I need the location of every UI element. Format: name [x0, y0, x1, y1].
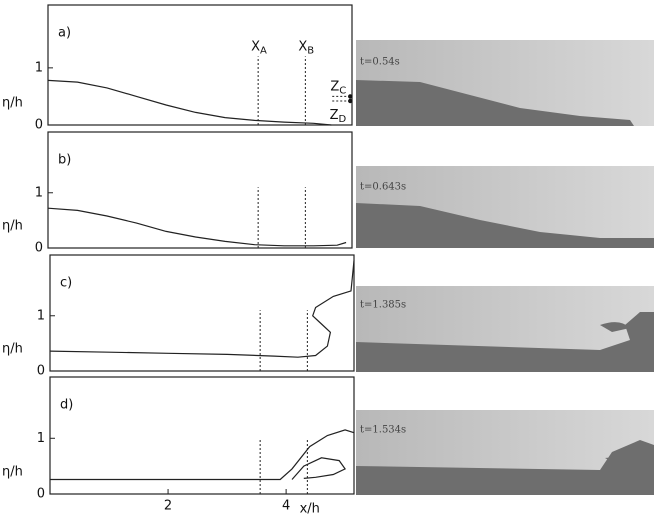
snapshot-images	[356, 40, 654, 495]
panel-label: c)	[60, 276, 72, 291]
annotation-main: Z	[330, 79, 339, 94]
y-tick-label: 0	[35, 241, 43, 256]
y-tick-label: 0	[37, 364, 45, 379]
annotation-sub: C	[339, 85, 346, 96]
y-axis-label: η/h	[2, 465, 23, 480]
surface-line	[291, 457, 347, 480]
annotation-main: Z	[330, 108, 339, 123]
annotation: ZD	[330, 108, 347, 126]
y-tick-label: 0	[35, 118, 43, 133]
annotation: XB	[298, 39, 314, 57]
plot-frame	[47, 131, 353, 249]
panel-label: d)	[60, 398, 73, 413]
snapshot-time: t=0.54s	[360, 57, 400, 68]
surface-line	[49, 260, 355, 358]
water	[356, 312, 654, 372]
y-tick-label: 1	[35, 185, 43, 200]
annotation: ZC	[330, 79, 346, 97]
plot-frame	[49, 254, 355, 372]
snapshot-time: t=1.385s	[360, 300, 406, 311]
y-tick-label: 0	[37, 487, 45, 502]
y-tick-label: 1	[35, 60, 43, 75]
y-axis-label: η/h	[2, 219, 23, 234]
plot-frame	[47, 4, 353, 126]
water	[356, 80, 634, 126]
annotation-sub: A	[260, 45, 267, 56]
snapshot-time: t=1.534s	[360, 425, 406, 436]
annotation-main: X	[251, 39, 260, 54]
y-axis-label: η/h	[2, 96, 23, 111]
annotation-main: X	[298, 39, 307, 54]
annotation: XA	[251, 39, 267, 57]
water	[356, 440, 654, 495]
y-axis-label: η/h	[2, 342, 23, 357]
snapshot-time: t=0.643s	[360, 182, 406, 193]
y-tick-label: 1	[37, 308, 45, 323]
surface-line	[50, 429, 355, 481]
annotation-sub: D	[339, 114, 347, 125]
x-tick-label: 4	[282, 499, 290, 514]
water	[356, 203, 654, 248]
surface-line	[47, 79, 332, 126]
annotation-sub: B	[307, 45, 314, 56]
surface-line	[47, 207, 347, 247]
y-tick-label: 1	[37, 431, 45, 446]
plot-frame	[49, 376, 355, 495]
x-tick-label: 2	[164, 499, 172, 514]
panel-label: a)	[58, 26, 71, 41]
x-axis-label: x/h	[300, 502, 320, 517]
panel-label: b)	[58, 153, 71, 168]
